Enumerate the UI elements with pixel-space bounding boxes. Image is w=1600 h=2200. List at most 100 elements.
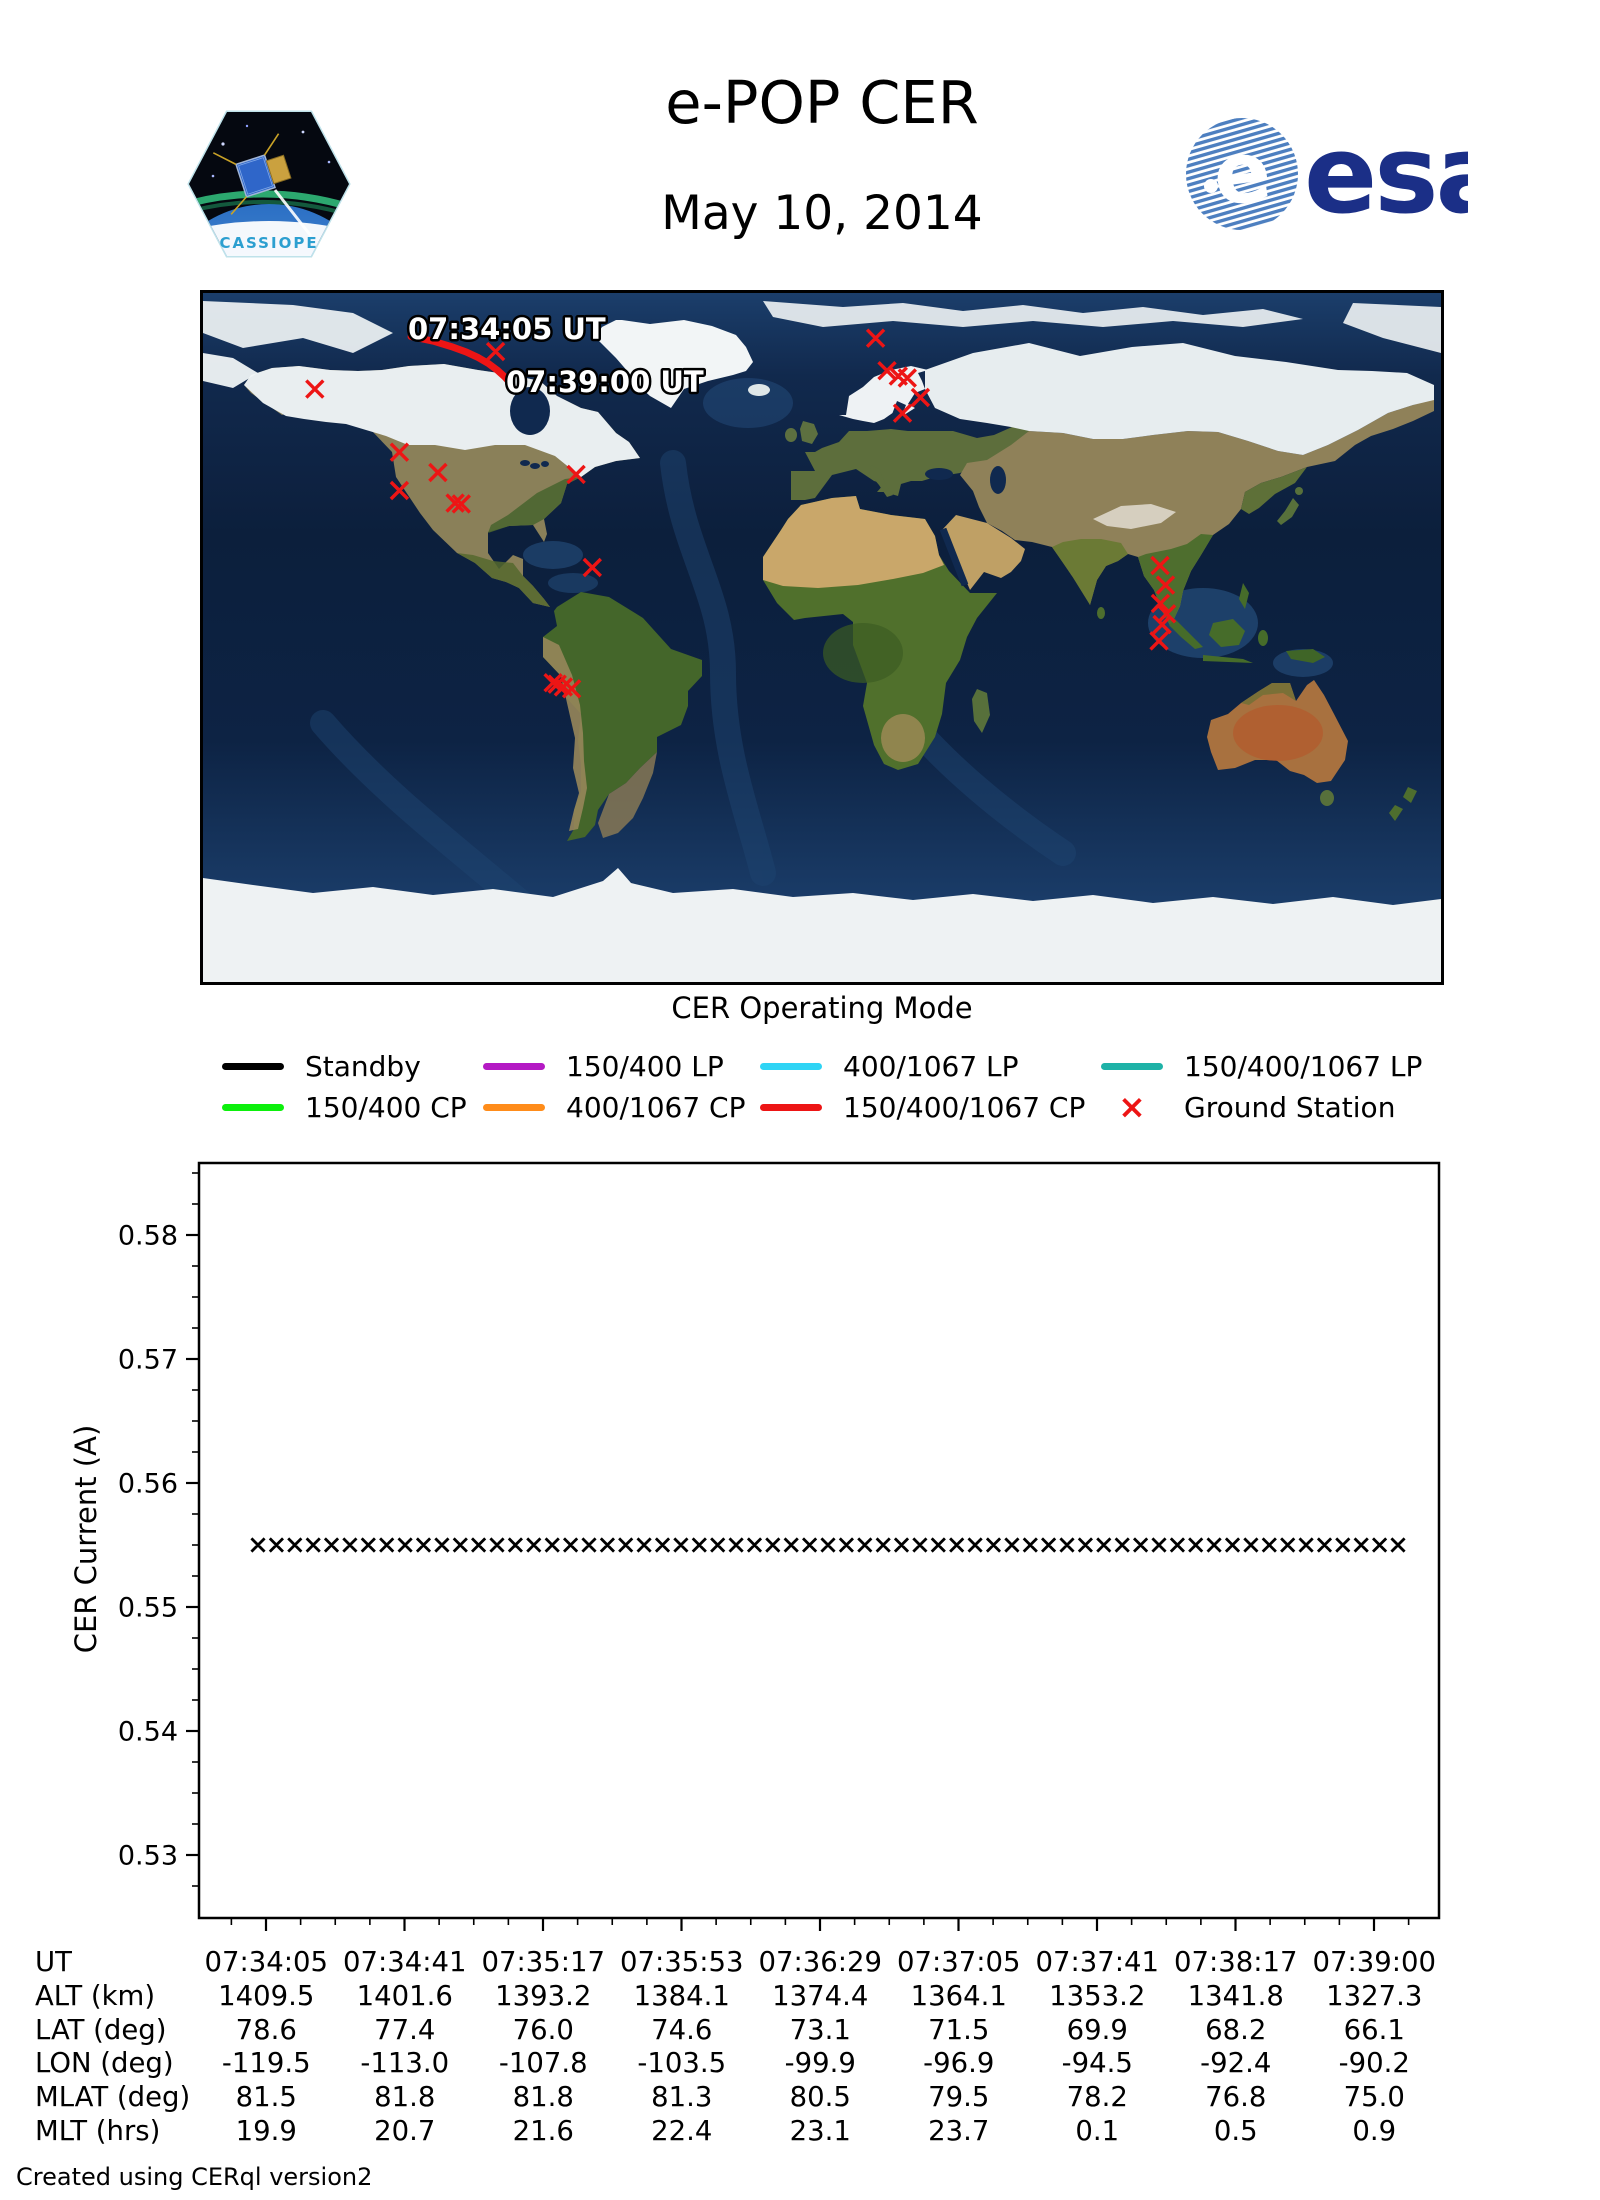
table-cell: 71.5 [928, 2013, 990, 2046]
table-cell: 68.2 [1205, 2013, 1267, 2046]
table-cell: 1409.5 [218, 1979, 315, 2012]
legend-title: CER Operating Mode [671, 991, 973, 1025]
hudson-bay [510, 387, 550, 435]
table-cell: 07:37:05 [896, 1946, 1021, 1978]
plot-frame [197, 1161, 1441, 1920]
legend-swatch-150-400-lp [483, 1062, 545, 1070]
greenland [595, 320, 753, 408]
continent-antarctica [203, 868, 1441, 982]
table-cell: 81.8 [374, 2081, 436, 2114]
ireland [785, 428, 797, 442]
table-cell: -99.9 [784, 2047, 856, 2080]
new-zealand [1389, 787, 1417, 821]
esa-wordmark: esa [1304, 113, 1468, 238]
ephemeris-table: UT 07:34:05 07:34:41 07:35:17 07:35:53 07:36:… [35, 1946, 1444, 2149]
kalahari [881, 714, 925, 762]
table-cell: 19.9 [235, 2114, 297, 2147]
table-cell: 76.8 [1205, 2081, 1267, 2114]
table-cell: -94.5 [1061, 2047, 1133, 2080]
cer-current-markers [250, 1537, 1406, 1553]
table-cell: 76.0 [512, 2013, 574, 2046]
table-cell: 07:37:41 [1035, 1946, 1159, 1978]
iceland [748, 384, 770, 396]
legend-item-400-1067-cp: 400/1067 CP [483, 1089, 745, 1125]
table-cell: 07:34:05 [204, 1946, 328, 1978]
table-cell: 77.4 [374, 2013, 436, 2046]
table-row-label: LAT (deg) [35, 2013, 167, 2046]
esa-globe [1185, 117, 1299, 231]
table-row-label: MLT (hrs) [35, 2114, 161, 2147]
table-cell: 1327.3 [1326, 1979, 1423, 2012]
legend-item-150-400-1067-lp: 150/400/1067 LP [1101, 1048, 1422, 1084]
continents [203, 301, 1441, 982]
tibet-plateau [1093, 504, 1176, 529]
legend-item-400-1067-lp: 400/1067 LP [760, 1048, 1019, 1084]
australia-north-green [1241, 683, 1296, 705]
arctic-sea-ice [203, 301, 1441, 388]
table-cell: 66.1 [1343, 2013, 1405, 2046]
track-start-time-label: 07:34:05 UT [408, 312, 606, 346]
table-cell: 1364.1 [910, 1979, 1007, 2012]
table-cell: 1401.6 [356, 1979, 453, 2012]
table-cell: 1393.2 [495, 1979, 592, 2012]
table-cell: 23.7 [928, 2114, 990, 2147]
table-cell: -90.2 [1338, 2047, 1410, 2080]
table-cell: 81.8 [512, 2081, 574, 2114]
table-cell: 0.9 [1352, 2114, 1397, 2147]
table-cell: 20.7 [374, 2114, 436, 2147]
sahara [763, 496, 944, 588]
table-cell: 73.1 [789, 2013, 851, 2046]
track-end-time-label: 07:39:00 UT [506, 365, 704, 399]
central-america-green [457, 553, 550, 607]
table-cell: 1341.8 [1187, 1979, 1284, 2012]
indonesia [1169, 583, 1268, 663]
legend-label: 150/400/1067 CP [843, 1090, 1086, 1124]
legend-swatch-400-1067-cp [483, 1103, 545, 1111]
table-row-label: UT [35, 1946, 72, 1978]
ground-station-markers [305, 328, 1177, 699]
ground-station-marker-icon: × [1118, 1087, 1146, 1126]
satellite-track [407, 333, 516, 388]
table-cell: 79.5 [928, 2081, 990, 2114]
footer-note: Created using CERql version2 [16, 2163, 373, 2191]
y-tick-label: 0.53 [118, 1841, 178, 1872]
legend-swatch-150-400-cp [222, 1103, 284, 1111]
table-cell: 21.6 [512, 2114, 574, 2147]
table-cell: 1384.1 [633, 1979, 730, 2012]
baltic-sea [891, 401, 906, 423]
legend-swatch-150-400-1067-lp [1101, 1062, 1163, 1070]
india-green [1052, 539, 1128, 605]
legend-label: 150/400/1067 LP [1184, 1049, 1423, 1083]
table-cell: 07:35:53 [619, 1946, 744, 1978]
world-map: 07:34:05 UT 07:39:00 UT [203, 293, 1441, 982]
legend-label: Standby [305, 1049, 421, 1083]
east-china-green [1241, 467, 1307, 514]
table-cell: 0.5 [1213, 2114, 1258, 2147]
table-row-label: ALT (km) [35, 1979, 156, 2012]
page-date: May 10, 2014 [661, 186, 983, 241]
legend-item-ground-station: × Ground Station [1101, 1089, 1395, 1125]
table-cell: 07:34:41 [342, 1946, 467, 1978]
y-tick-label: 0.56 [118, 1469, 178, 1500]
patagonia [598, 752, 657, 838]
tasmania [1320, 790, 1334, 806]
continent-europe [791, 423, 1029, 500]
patch-label: CASSIOPE [219, 234, 318, 252]
table-cell: -92.4 [1200, 2047, 1272, 2080]
table-cell: 23.1 [789, 2114, 851, 2147]
southeast-asia-green [1138, 534, 1213, 631]
map-overlay: 07:34:05 UT 07:39:00 UT [305, 310, 1177, 699]
caspian-sea [990, 466, 1006, 494]
table-cell: 75.0 [1343, 2081, 1405, 2114]
outback [1233, 705, 1323, 761]
sri-lanka [1097, 607, 1105, 619]
congo-forest [823, 623, 903, 683]
page-title: e-POP CER [665, 68, 979, 137]
table-cell: 22.4 [651, 2114, 713, 2147]
y-tick-label: 0.57 [118, 1345, 178, 1376]
y-tick-label: 0.54 [118, 1717, 178, 1748]
legend-item-150-400-lp: 150/400 LP [483, 1048, 724, 1084]
cer-current-chart: 0.53 0.54 0.55 0.56 0.57 0.58 [118, 1161, 1441, 1931]
us-southeast-green [488, 477, 581, 533]
legend-swatch-400-1067-lp [760, 1062, 822, 1070]
